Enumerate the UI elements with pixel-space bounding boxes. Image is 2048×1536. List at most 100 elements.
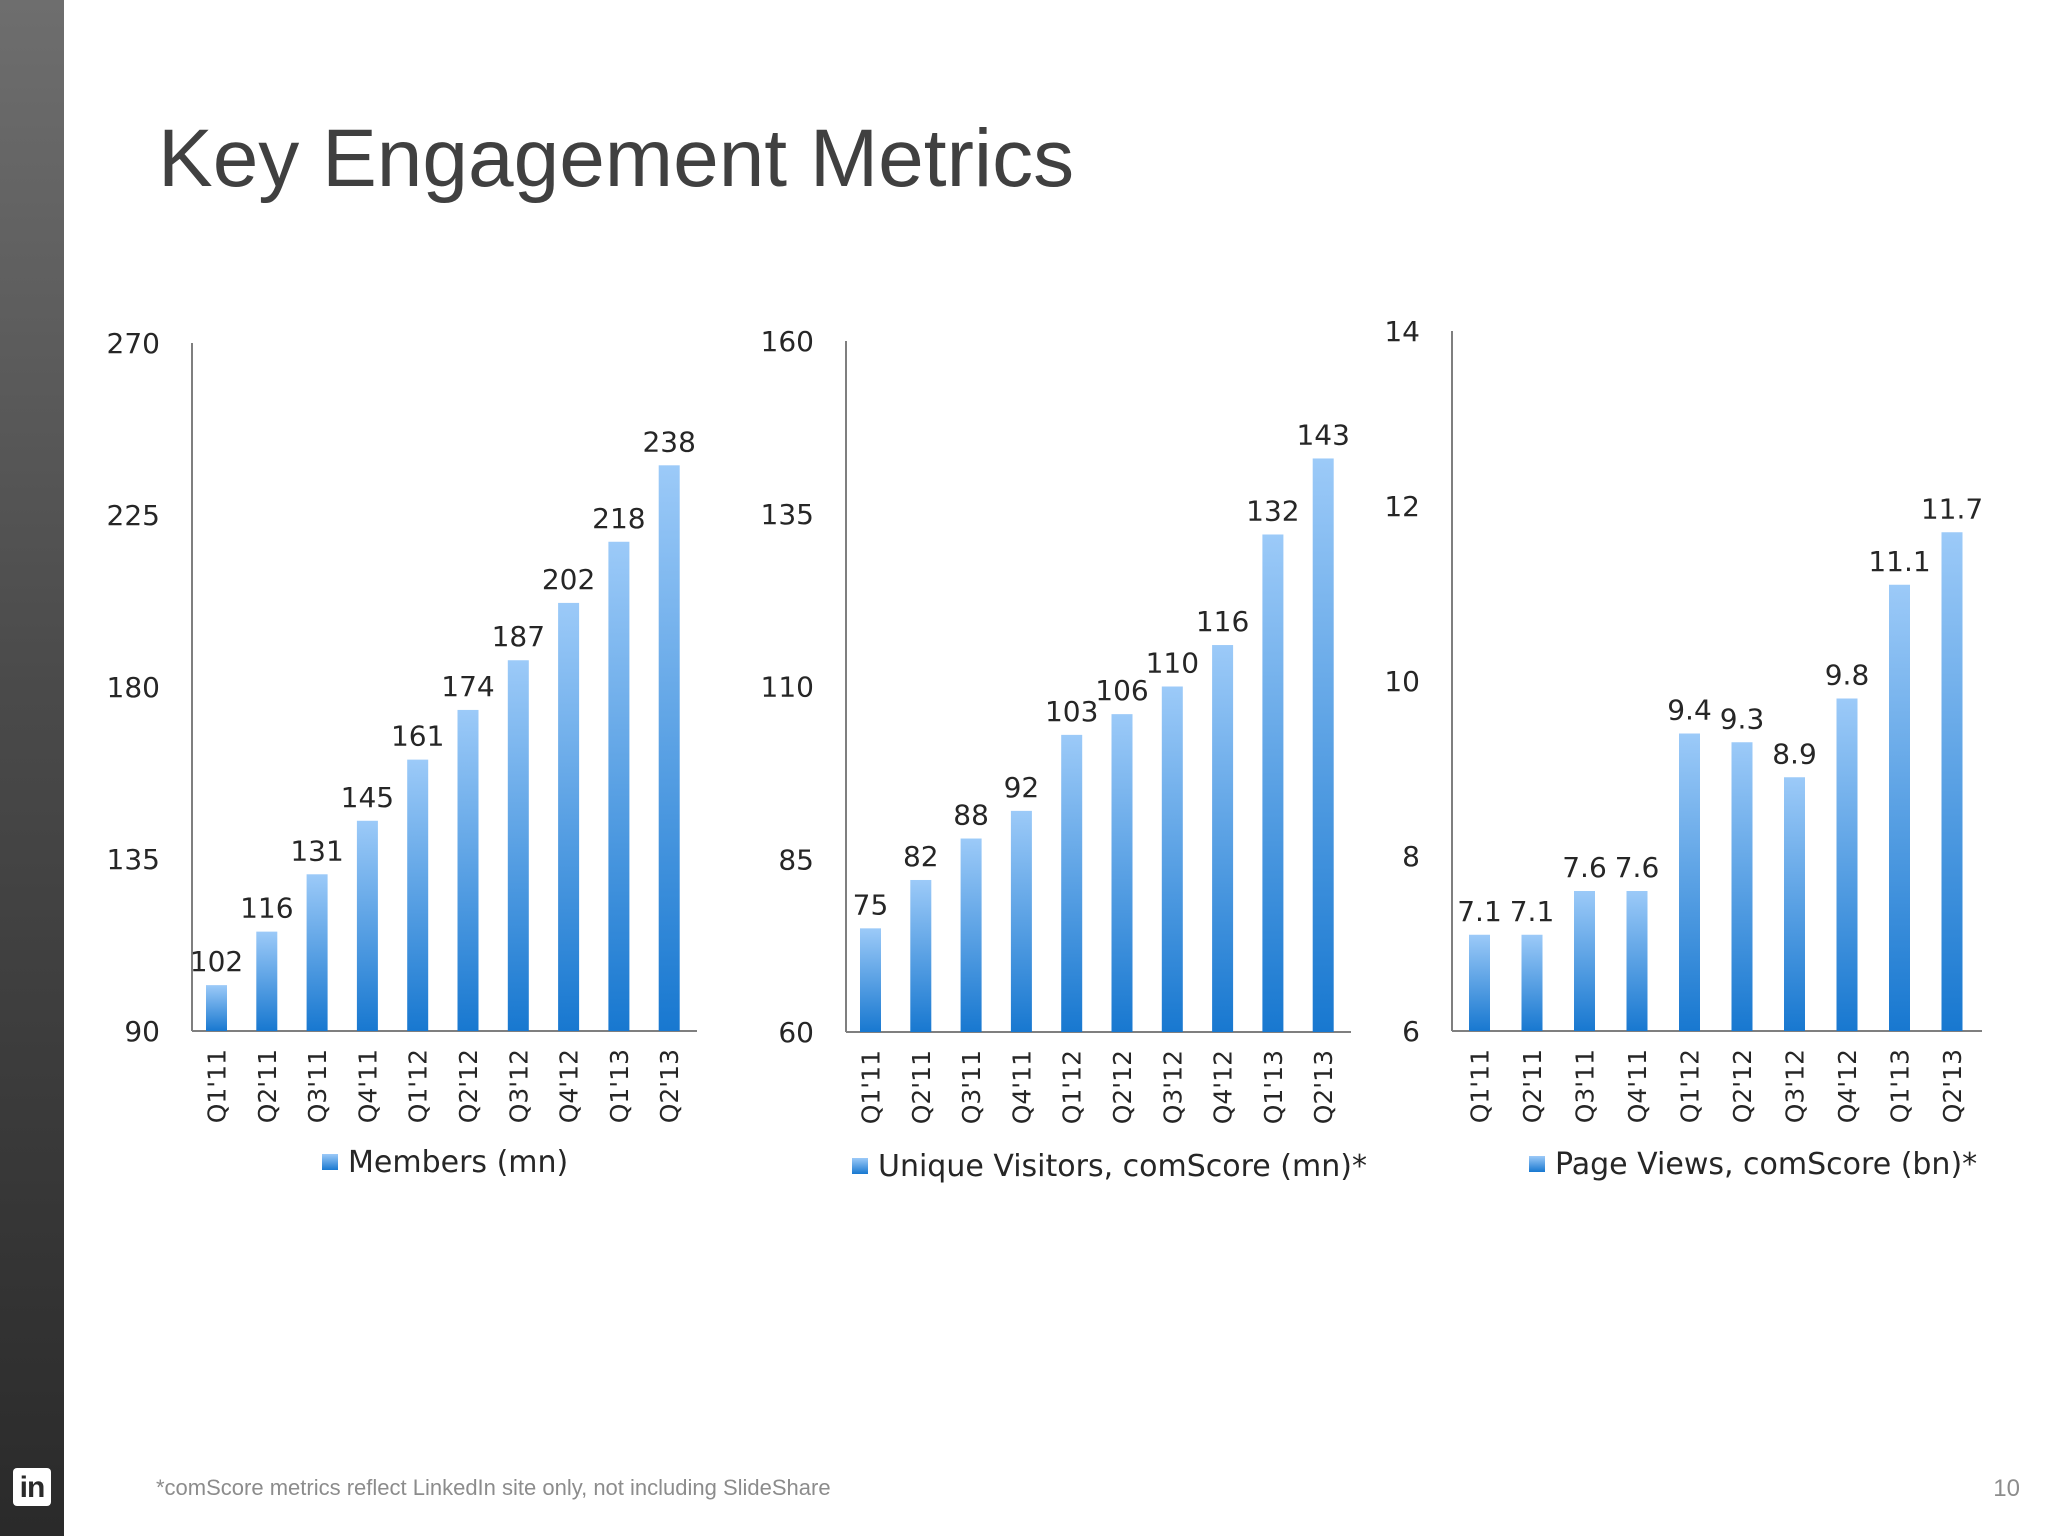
y-tick-label: 225	[107, 499, 160, 532]
data-label: 9.4	[1667, 694, 1712, 727]
x-tick-label: Q2'12	[1728, 1049, 1757, 1123]
data-label: 174	[441, 670, 494, 703]
data-label: 116	[1196, 605, 1249, 638]
y-tick-label: 270	[107, 327, 160, 360]
data-label: 110	[1146, 647, 1199, 680]
x-tick-label: Q2'13	[1309, 1050, 1338, 1124]
linkedin-logo-icon: in	[13, 1468, 51, 1506]
x-tick-label: Q4'11	[353, 1049, 382, 1123]
x-tick-label: Q1'13	[1886, 1049, 1915, 1123]
data-label: 143	[1296, 418, 1349, 451]
bar	[1626, 891, 1648, 1031]
x-tick-label: Q1'11	[203, 1049, 232, 1123]
bar	[1212, 645, 1234, 1032]
y-tick-label: 10	[1384, 665, 1420, 698]
x-tick-label: Q2'11	[1518, 1049, 1547, 1123]
data-label: 11.7	[1921, 492, 1983, 525]
data-label: 238	[642, 425, 695, 458]
data-label: 145	[341, 781, 394, 814]
data-label: 202	[542, 563, 595, 596]
x-tick-label: Q1'12	[1676, 1049, 1705, 1123]
bar	[1262, 534, 1284, 1032]
bar	[206, 985, 227, 1031]
bar	[658, 465, 680, 1031]
bar	[960, 838, 982, 1032]
bar	[1061, 734, 1083, 1032]
x-tick-label: Q3'11	[957, 1050, 986, 1124]
data-label: 88	[953, 799, 989, 832]
bar	[608, 541, 630, 1031]
x-tick-label: Q3'11	[303, 1049, 332, 1123]
x-tick-label: Q4'11	[1007, 1050, 1036, 1124]
bar	[306, 874, 328, 1031]
y-tick-label: 110	[761, 671, 814, 704]
x-tick-label: Q1'11	[1466, 1049, 1495, 1123]
y-tick-label: 12	[1384, 490, 1420, 523]
data-label: 161	[391, 720, 444, 753]
data-label: 116	[240, 892, 293, 925]
y-tick-label: 90	[124, 1015, 160, 1048]
bar	[1731, 742, 1753, 1031]
bar	[1889, 584, 1910, 1031]
x-tick-label: Q4'12	[555, 1049, 584, 1123]
bar	[1161, 686, 1183, 1032]
data-label: 8.9	[1772, 737, 1817, 770]
legend-swatch	[852, 1158, 868, 1174]
x-tick-label: Q4'12	[1833, 1049, 1862, 1123]
chart-3: 6 8 10 12 14 7.1 Q1'11 7.1 Q2'11 7.6 Q3'11 7.6 Q4'11…	[1384, 315, 1983, 1182]
legend-label: Unique Visitors, comScore (mn)*	[878, 1149, 1367, 1184]
y-tick-label: 6	[1402, 1015, 1420, 1048]
bar	[1836, 698, 1858, 1031]
x-tick-label: Q4'12	[1209, 1050, 1238, 1124]
x-tick-label: Q1'12	[1058, 1050, 1087, 1124]
data-label: 103	[1045, 695, 1098, 728]
bar	[1010, 810, 1032, 1032]
legend-swatch	[1529, 1156, 1545, 1172]
x-tick-label: Q2'12	[454, 1049, 483, 1123]
bar	[1111, 714, 1133, 1032]
bar	[1784, 777, 1805, 1031]
data-label: 11.1	[1868, 545, 1930, 578]
x-tick-label: Q1'13	[1259, 1050, 1288, 1124]
x-tick-label: Q1'12	[404, 1049, 433, 1123]
x-tick-label: Q2'11	[907, 1050, 936, 1124]
footnote: *comScore metrics reflect LinkedIn site …	[156, 1475, 831, 1500]
chart-1: 90 135 180 225 270 102 Q1'11 116 Q2'11 131 Q3'11 14…	[107, 327, 697, 1180]
sidebar	[0, 0, 64, 1536]
x-tick-label: Q1'11	[857, 1050, 886, 1124]
chart-2: 60 85 110 135 160 75 Q1'11 82 Q2'11 88 Q3'11 92 Q4'1…	[761, 325, 1367, 1184]
data-label: 7.1	[1457, 895, 1502, 928]
legend-label: Members (mn)	[348, 1145, 568, 1180]
y-tick-label: 14	[1384, 315, 1420, 348]
data-label: 9.8	[1825, 659, 1870, 692]
x-tick-label: Q2'13	[655, 1049, 684, 1123]
x-tick-label: Q2'13	[1938, 1049, 1967, 1123]
bar	[1469, 934, 1490, 1031]
legend-label: Page Views, comScore (bn)*	[1555, 1147, 1977, 1182]
bar	[356, 820, 378, 1031]
x-tick-label: Q1'13	[605, 1049, 634, 1123]
data-label: 82	[903, 840, 939, 873]
x-tick-label: Q3'12	[1781, 1049, 1810, 1123]
bar	[558, 602, 580, 1031]
data-label: 218	[592, 502, 645, 535]
x-tick-label: Q3'12	[1158, 1050, 1187, 1124]
bar	[1679, 733, 1700, 1031]
data-label: 7.6	[1615, 851, 1660, 884]
y-tick-label: 85	[778, 843, 814, 876]
data-label: 92	[1004, 771, 1040, 804]
data-label: 7.6	[1562, 851, 1607, 884]
y-tick-label: 8	[1402, 840, 1420, 873]
bar	[256, 931, 278, 1031]
bar	[507, 660, 529, 1031]
y-tick-label: 60	[778, 1016, 814, 1049]
bar	[457, 709, 479, 1031]
data-label: 102	[190, 945, 243, 978]
bar	[1941, 532, 1963, 1031]
data-label: 106	[1095, 674, 1148, 707]
data-label: 132	[1246, 494, 1299, 527]
bar	[1312, 458, 1334, 1033]
data-label: 7.1	[1510, 895, 1555, 928]
y-tick-label: 135	[107, 843, 160, 876]
